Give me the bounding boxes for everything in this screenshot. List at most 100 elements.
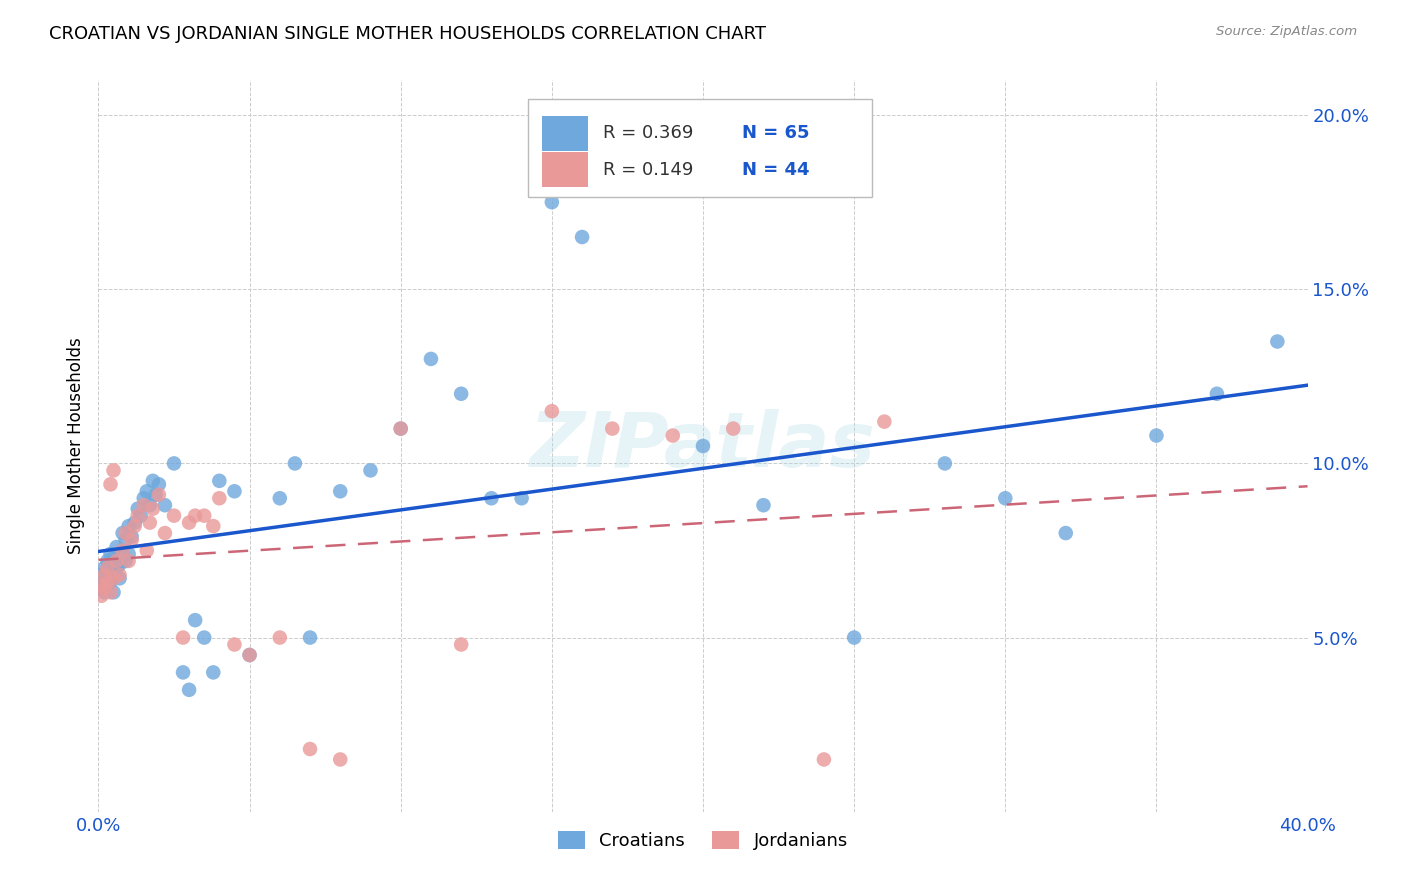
Point [114,526,136,541]
Text: R = 0.149: R = 0.149 [603,161,693,178]
FancyBboxPatch shape [543,153,588,187]
Point [224,638,246,652]
Point [90,567,112,582]
Point [329,484,352,499]
Point [873,415,896,429]
Point [153,498,176,512]
Point [752,498,775,512]
Point [100,547,122,561]
Point [179,516,201,530]
Point [571,230,593,244]
Point [127,501,149,516]
Point [934,457,956,471]
Point [163,508,186,523]
Point [239,648,262,662]
Point [129,508,152,523]
Text: N = 65: N = 65 [742,124,810,142]
Point [184,508,207,523]
Point [208,491,231,506]
Point [108,567,131,582]
Point [118,547,141,561]
Point [360,463,382,477]
Point [153,526,176,541]
FancyBboxPatch shape [527,99,872,197]
Point [103,585,125,599]
Point [389,421,412,435]
Point [93,574,115,589]
Point [90,589,112,603]
Point [124,516,146,530]
Point [142,501,165,516]
Text: N = 44: N = 44 [742,161,810,178]
Point [540,195,562,210]
Point [96,571,118,585]
Point [202,519,225,533]
Point [139,516,162,530]
Point [994,491,1017,506]
Point [1267,334,1289,349]
Point [208,474,231,488]
Point [132,491,155,506]
Point [111,543,134,558]
Point [723,421,745,435]
Point [172,631,194,645]
Point [179,682,201,697]
Point [193,508,215,523]
Point [118,519,141,533]
Point [100,585,122,599]
Point [284,457,307,471]
Point [269,631,291,645]
Point [813,752,835,766]
Point [96,574,118,589]
Point [510,491,533,506]
Point [602,421,624,435]
Point [105,540,128,554]
Text: CROATIAN VS JORDANIAN SINGLE MOTHER HOUSEHOLDS CORRELATION CHART: CROATIAN VS JORDANIAN SINGLE MOTHER HOUS… [49,25,766,43]
Point [93,561,115,575]
Point [1054,526,1077,541]
Point [114,554,136,568]
Point [93,585,115,599]
Point [118,554,141,568]
Point [692,439,714,453]
Text: ZIPatlas: ZIPatlas [530,409,876,483]
Point [114,533,136,547]
Point [142,474,165,488]
Point [148,477,170,491]
Point [111,526,134,541]
Point [90,578,112,592]
Text: R = 0.369: R = 0.369 [603,124,693,142]
Point [239,648,262,662]
Point [389,421,412,435]
Point [224,484,246,499]
Point [100,565,122,579]
Text: Source: ZipAtlas.com: Source: ZipAtlas.com [1216,25,1357,38]
Point [202,665,225,680]
Point [299,742,322,756]
Point [108,571,131,585]
Point [540,404,562,418]
Point [135,484,157,499]
Y-axis label: Single Mother Households: Single Mother Households [66,338,84,554]
Point [105,561,128,575]
Point [163,457,186,471]
Point [100,477,122,491]
Point [96,578,118,592]
Point [127,508,149,523]
Point [121,533,143,547]
Point [103,571,125,585]
Point [269,491,291,506]
Point [1144,428,1167,442]
Point [135,543,157,558]
Point [299,631,322,645]
Point [172,665,194,680]
Point [90,582,112,596]
Point [329,752,352,766]
Point [93,582,115,596]
Point [105,554,128,568]
Point [1206,386,1229,401]
Point [420,351,443,366]
Point [132,498,155,512]
Point [96,554,118,568]
Point [481,491,503,506]
